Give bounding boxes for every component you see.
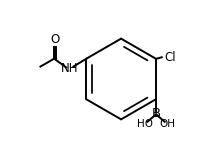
Text: HO: HO — [137, 119, 153, 129]
Text: OH: OH — [159, 119, 175, 129]
Text: B: B — [151, 107, 161, 120]
Text: Cl: Cl — [165, 51, 176, 64]
Text: O: O — [50, 33, 60, 46]
Text: NH: NH — [61, 62, 79, 75]
